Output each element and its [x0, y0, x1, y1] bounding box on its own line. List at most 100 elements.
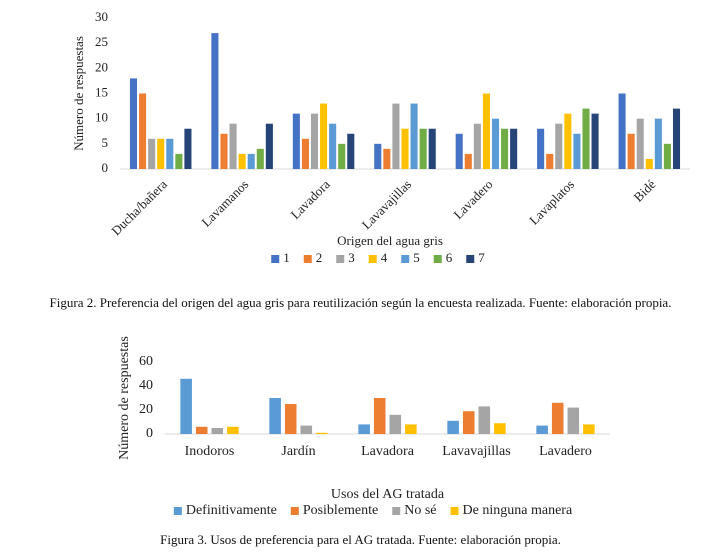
- bar: [555, 123, 563, 169]
- x-tick-label: Jardín: [281, 444, 315, 459]
- bar: [494, 423, 506, 434]
- bar: [227, 426, 239, 434]
- y-tick-label: 20: [139, 402, 153, 417]
- bar: [551, 402, 564, 434]
- legend-swatch: [392, 507, 401, 515]
- bar: [148, 138, 156, 169]
- x-tick-label: Ducha/bañera: [108, 176, 170, 238]
- bar: [410, 103, 418, 169]
- legend-swatch: [466, 255, 475, 263]
- bar: [265, 123, 273, 169]
- bar: [537, 128, 545, 169]
- bar: [229, 123, 237, 169]
- bar: [166, 138, 174, 169]
- bar: [329, 123, 337, 169]
- legend-swatch: [173, 507, 182, 515]
- bar: [491, 118, 500, 169]
- bar: [211, 428, 224, 434]
- bar: [392, 103, 400, 169]
- y-tick-label: 20: [95, 59, 108, 74]
- x-tick-label: Lavadora: [361, 444, 415, 459]
- bar: [195, 426, 208, 434]
- x-axis-label: Origen del agua gris: [337, 233, 443, 248]
- bar: [358, 424, 370, 434]
- bar: [310, 113, 319, 169]
- bar: [157, 138, 165, 169]
- bar: [175, 153, 183, 169]
- caption: Figura 3. Usos de preferencia para el AG…: [160, 532, 561, 547]
- legend-swatch: [290, 507, 299, 515]
- legend-label: De ninguna manera: [463, 503, 573, 518]
- bar: [184, 128, 192, 169]
- legend-swatch: [401, 255, 410, 263]
- bar: [618, 93, 626, 169]
- bar: [405, 424, 417, 434]
- x-tick-label: Lavadero: [539, 444, 592, 459]
- bar: [627, 133, 635, 169]
- legend-swatch: [271, 255, 280, 263]
- x-tick-label: Lavamanos: [198, 177, 251, 230]
- bar: [129, 78, 138, 169]
- bar: [300, 425, 313, 434]
- bar: [238, 153, 246, 169]
- bar: [536, 425, 548, 434]
- bar: [247, 153, 255, 169]
- bar: [383, 148, 391, 169]
- bar: [320, 103, 328, 169]
- x-tick-label: Lavadora: [287, 176, 332, 221]
- legend-swatch: [303, 255, 312, 263]
- y-tick-label: 30: [95, 9, 108, 24]
- bar: [501, 128, 509, 169]
- bar: [374, 143, 382, 169]
- legend-label: 7: [478, 250, 485, 265]
- bar: [573, 133, 581, 169]
- bar: [269, 398, 281, 434]
- x-tick-label: Lavaplatos: [526, 177, 577, 228]
- bar: [428, 128, 436, 169]
- y-axis-label: Número de respuestas: [71, 36, 86, 151]
- legend-label: 4: [381, 250, 388, 265]
- bar: [180, 378, 192, 434]
- bar: [482, 93, 490, 169]
- bar: [284, 404, 297, 434]
- y-tick-label: 0: [102, 160, 109, 175]
- legend-swatch: [336, 255, 345, 263]
- bar: [373, 398, 386, 434]
- legend-label: 2: [316, 250, 323, 265]
- legend-label: 1: [283, 250, 290, 265]
- x-tick-label: Bidé: [631, 176, 659, 204]
- bar: [464, 153, 472, 169]
- x-tick-label: Inodoros: [185, 444, 235, 459]
- bar: [316, 432, 328, 434]
- bar: [301, 138, 309, 169]
- y-tick-label: 40: [139, 378, 153, 393]
- bar: [546, 153, 554, 169]
- legend-label: Posiblemente: [303, 503, 378, 518]
- bar: [256, 148, 264, 169]
- legend-label: 5: [413, 250, 420, 265]
- bar: [510, 128, 518, 169]
- y-tick-label: 0: [146, 426, 153, 441]
- bar: [455, 133, 463, 169]
- legend-swatch: [450, 507, 459, 515]
- caption: Figura 2. Preferencia del origen del agu…: [49, 295, 672, 310]
- bar: [583, 424, 595, 434]
- bar: [347, 133, 355, 169]
- bar: [211, 33, 219, 169]
- bar: [389, 414, 402, 434]
- legend-label: 3: [348, 250, 355, 265]
- y-tick-label: 25: [95, 34, 108, 49]
- legend-swatch: [368, 255, 377, 263]
- bar: [478, 406, 491, 434]
- legend-label: 6: [446, 250, 453, 265]
- y-tick-label: 5: [102, 135, 109, 150]
- bar: [654, 118, 662, 169]
- y-axis-label: Número de respuestas: [117, 336, 132, 460]
- y-tick-label: 15: [95, 84, 108, 99]
- bar: [447, 420, 459, 434]
- bar: [663, 143, 671, 169]
- bar: [220, 133, 228, 169]
- x-tick-label: Lavavajillas: [442, 444, 510, 459]
- legend-label: No sé: [404, 503, 436, 518]
